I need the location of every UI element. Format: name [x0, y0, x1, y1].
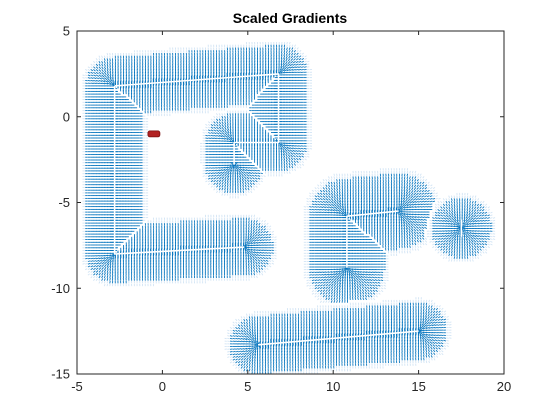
gradient-arrow	[91, 258, 94, 259]
gradient-arrow	[233, 349, 236, 350]
gradient-arrow	[251, 215, 252, 217]
gradient-arrow	[211, 138, 214, 139]
gradient-arrow	[236, 341, 239, 342]
gradient-arrow	[255, 366, 256, 369]
gradient-arrow	[227, 190, 228, 193]
gradient-arrow	[91, 80, 94, 81]
gradient-arrow	[227, 111, 228, 113]
gradient-arrow	[227, 193, 228, 195]
gradient-arrow	[107, 284, 108, 286]
gradient-arrow	[227, 352, 229, 353]
gradient-arrow	[107, 281, 108, 283]
gradient-arrow	[107, 53, 108, 55]
gradient-arrow	[88, 80, 91, 81]
gradient-arrow	[110, 64, 111, 67]
gradient-arrow	[241, 193, 242, 195]
gradient-arrow	[251, 218, 252, 220]
gradient-arrow	[230, 351, 233, 352]
gradient-arrow	[230, 338, 233, 339]
gradient-arrow	[205, 170, 208, 171]
gradient-arrow	[85, 261, 87, 262]
gradient-arrow	[249, 273, 250, 276]
gradient-arrow	[238, 182, 239, 185]
gradient-arrow	[214, 168, 217, 169]
gradient-arrow	[249, 314, 250, 316]
gradient-arrow	[230, 187, 231, 190]
gradient-arrow	[85, 258, 88, 259]
gradient-arrow	[110, 278, 111, 281]
gradient-arrow	[252, 369, 253, 372]
gradient-arrow	[236, 349, 239, 350]
gradient-arrow	[255, 322, 256, 325]
gradient-arrow	[240, 190, 241, 193]
gradient-arrow	[230, 116, 231, 119]
gradient-arrow	[203, 135, 205, 136]
gradient-arrow	[203, 173, 205, 174]
gradient-arrow	[110, 61, 111, 64]
gradient-arrow	[208, 138, 211, 139]
gradient-arrow	[230, 185, 231, 188]
gradient-arrow	[208, 170, 211, 171]
gradient-arrow	[205, 135, 208, 136]
gradient-arrow	[255, 363, 256, 366]
gradient-arrow	[107, 56, 108, 58]
gradient-arrow	[255, 325, 256, 328]
gradient-arrow	[230, 119, 231, 122]
gradient-arrow	[227, 113, 228, 116]
gradient-arrow	[251, 276, 252, 278]
gradient-arrow	[252, 316, 253, 319]
gradient-arrow	[249, 220, 250, 223]
gradient-arrow	[88, 258, 91, 259]
gradient-arrow	[110, 58, 111, 61]
gradient-arrow	[83, 264, 85, 265]
gradient-arrow	[249, 270, 250, 273]
gradient-arrow	[249, 168, 252, 169]
gradient-arrow	[83, 261, 85, 262]
gradient-arrow	[238, 185, 239, 188]
gradient-arrow	[252, 168, 255, 169]
gradient-arrow	[252, 314, 253, 316]
gradient-arrow	[83, 78, 85, 79]
gradient-arrow	[110, 275, 111, 278]
gradient-arrow	[249, 223, 250, 226]
gradient-arrow	[252, 319, 253, 322]
gradient-arrow	[254, 215, 255, 217]
gradient-arrow	[227, 338, 229, 339]
gradient-arrow	[238, 341, 241, 342]
gradient-arrow	[230, 122, 231, 125]
